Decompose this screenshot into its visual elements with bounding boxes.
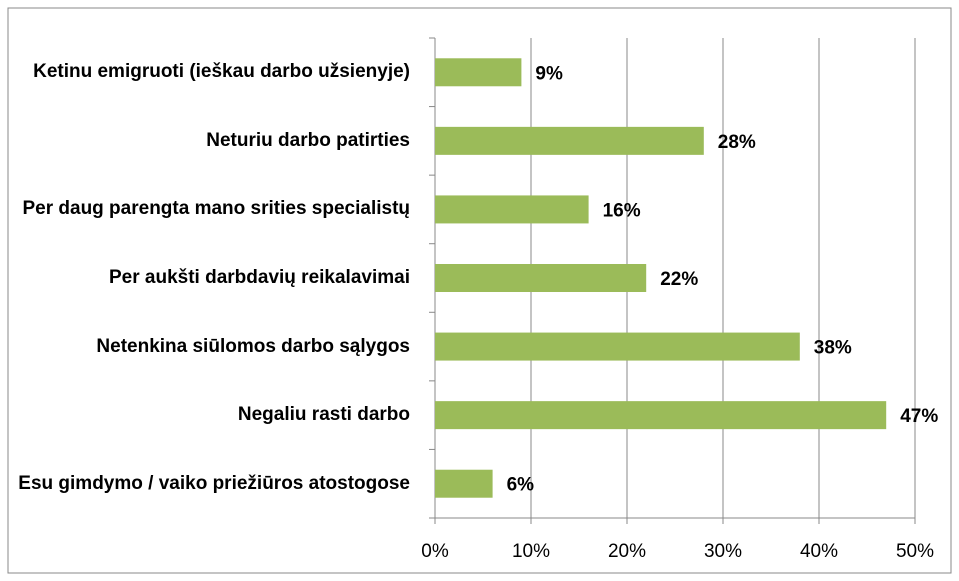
x-tick-label: 10% <box>512 541 550 562</box>
category-label: Ketinu emigruoti (ieškau darbo užsienyje… <box>10 38 410 107</box>
category-label: Netenkina siūlomos darbo sąlygos <box>10 312 410 381</box>
bar <box>435 195 589 224</box>
category-text: Neturiu darbo patirties <box>206 129 410 151</box>
x-tick-label: 0% <box>421 541 449 562</box>
bar <box>435 401 887 430</box>
category-label: Per daug parengta mano srities specialis… <box>10 175 410 244</box>
value-label: 38% <box>814 338 852 359</box>
category-text: Negaliu rasti darbo <box>237 404 410 426</box>
bar <box>435 469 493 498</box>
value-label: 28% <box>718 132 756 153</box>
value-label: 47% <box>900 406 938 427</box>
category-label: Per aukšti darbdavių reikalavimai <box>10 244 410 313</box>
category-text: Per aukšti darbdavių reikalavimai <box>109 266 410 288</box>
category-label: Neturiu darbo patirties <box>10 107 410 176</box>
category-text: Per daug parengta mano srities specialis… <box>22 198 410 220</box>
category-text: Ketinu emigruoti (ieškau darbo užsienyje… <box>33 61 410 83</box>
x-tick-label: 30% <box>704 541 742 562</box>
category-text: Esu gimdymo / vaiko priežiūros atostogos… <box>18 472 410 494</box>
bar <box>435 58 522 87</box>
value-label: 6% <box>507 475 535 496</box>
category-label: Negaliu rasti darbo <box>10 381 410 450</box>
value-label: 9% <box>535 63 563 84</box>
bar <box>435 332 800 361</box>
x-tick-label: 20% <box>608 541 646 562</box>
category-label: Esu gimdymo / vaiko priežiūros atostogos… <box>10 449 410 518</box>
bar <box>435 264 647 292</box>
x-tick-label: 50% <box>896 541 934 562</box>
value-label: 22% <box>660 269 698 290</box>
bar <box>435 126 704 155</box>
value-label: 16% <box>603 200 641 221</box>
category-text: Netenkina siūlomos darbo sąlygos <box>96 335 410 357</box>
x-tick-label: 40% <box>800 541 838 562</box>
